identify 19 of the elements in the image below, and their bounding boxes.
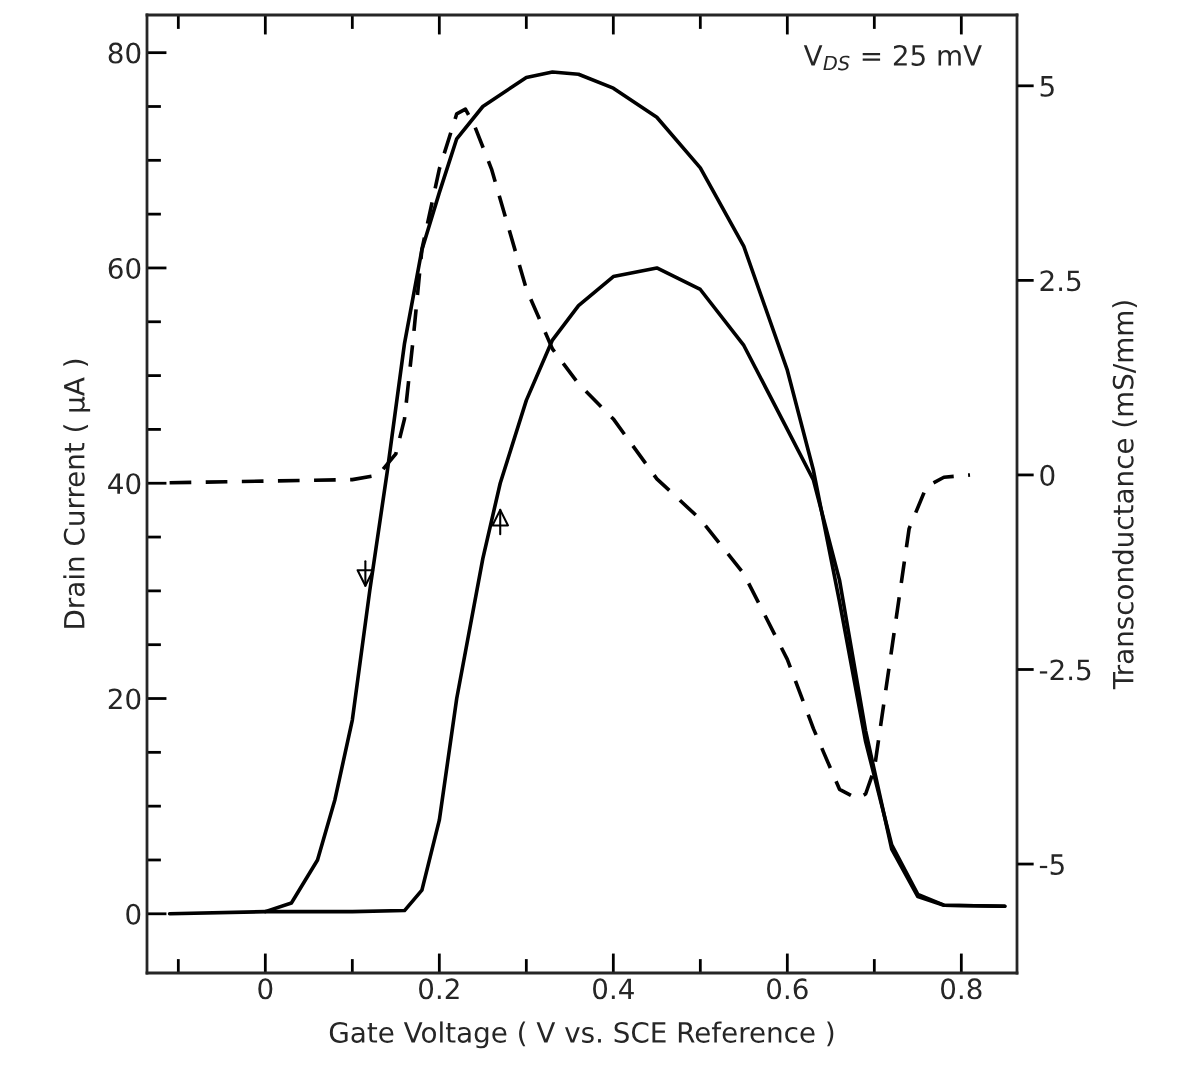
y-tick-label: 20: [108, 688, 141, 710]
y2-tick-label: 0: [1040, 464, 1055, 486]
x-tick-label: 0.4: [593, 978, 634, 1000]
y-axis-title: Drain Current ( μA ): [63, 359, 91, 628]
y-tick-label: 60: [108, 257, 141, 279]
y2-axis-title: Transconductance (mS/mm): [1112, 301, 1137, 690]
y-tick-label: 40: [108, 473, 141, 495]
annotation: V$_{DS}$ = 25 mV: [803, 44, 982, 71]
x-tick-label: 0.2: [419, 978, 459, 1000]
y-tick-label: 0: [126, 903, 141, 925]
x-tick-label: 0.6: [767, 978, 808, 1000]
y2-tick-label: 2.5: [1040, 270, 1081, 292]
y-tick-label: 80: [108, 42, 141, 64]
x-tick-label: 0.8: [941, 978, 982, 1000]
x-tick-label: 0: [258, 978, 273, 1000]
y2-tick-label: -5: [1039, 854, 1064, 875]
x-axis-title: Gate Voltage ( V vs. SCE Reference ): [329, 1021, 834, 1049]
y2-tick-label: 5: [1040, 76, 1054, 97]
y2-tick-label: -2.5: [1039, 659, 1091, 681]
